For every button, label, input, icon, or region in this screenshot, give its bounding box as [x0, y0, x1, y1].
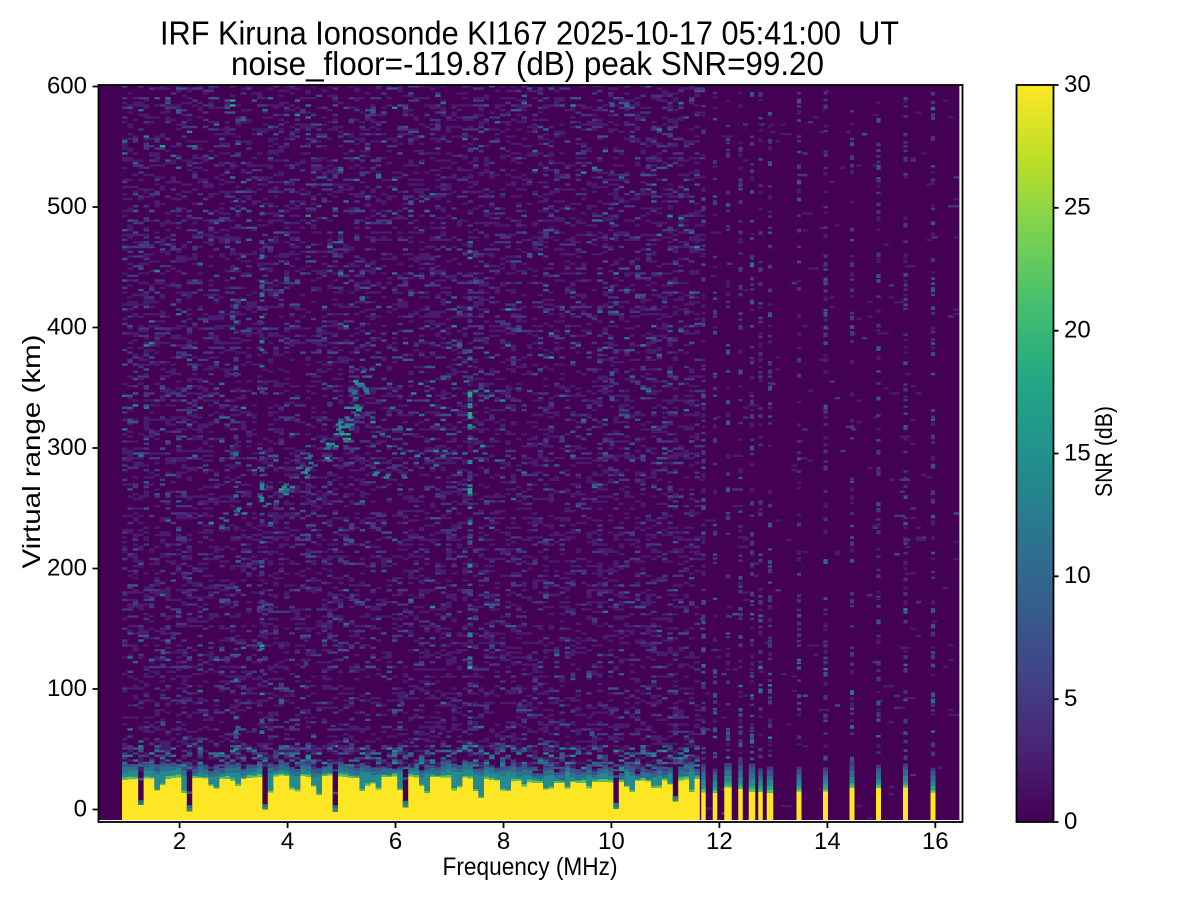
svg-text:Virtual range (km): Virtual range (km): [18, 335, 46, 569]
svg-text:2: 2: [173, 828, 186, 855]
svg-text:300: 300: [47, 434, 87, 461]
svg-text:15: 15: [1064, 439, 1091, 466]
svg-text:25: 25: [1064, 194, 1091, 221]
svg-text:12: 12: [706, 828, 733, 855]
svg-text:5: 5: [1064, 685, 1077, 712]
svg-text:Frequency (MHz): Frequency (MHz): [443, 853, 618, 881]
svg-text:IRF Kiruna Ionosonde KI167 202: IRF Kiruna Ionosonde KI167 2025-10-17 05…: [160, 15, 899, 52]
svg-text:SNR (dB): SNR (dB): [1091, 406, 1118, 497]
svg-text:600: 600: [47, 72, 87, 99]
svg-text:8: 8: [497, 828, 510, 855]
svg-text:30: 30: [1064, 71, 1091, 98]
svg-text:500: 500: [47, 193, 87, 220]
svg-text:100: 100: [47, 675, 87, 702]
svg-text:10: 10: [1064, 562, 1091, 589]
svg-text:14: 14: [814, 828, 841, 855]
svg-text:0: 0: [1064, 808, 1077, 835]
svg-text:10: 10: [598, 828, 625, 855]
svg-text:20: 20: [1064, 317, 1091, 344]
svg-text:200: 200: [47, 554, 87, 581]
svg-text:6: 6: [389, 828, 402, 855]
svg-text:noise_floor=-119.87 (dB) peak: noise_floor=-119.87 (dB) peak SNR=99.20: [231, 45, 824, 82]
svg-text:0: 0: [74, 795, 87, 822]
svg-text:16: 16: [922, 828, 949, 855]
svg-text:4: 4: [281, 828, 294, 855]
svg-text:400: 400: [47, 313, 87, 340]
